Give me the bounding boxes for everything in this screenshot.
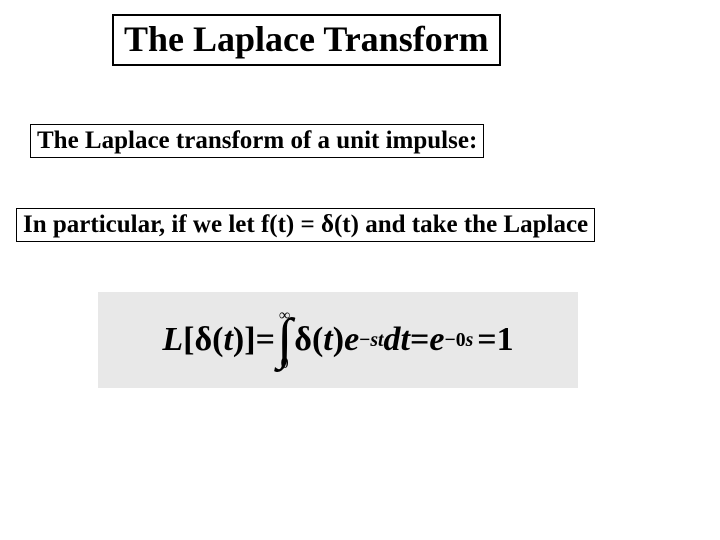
eq-open-p1: ( <box>212 321 223 359</box>
eq-exp2-minus: − <box>444 329 455 351</box>
equation: L[δ(t)]= ∞ ∫ 0 δ(t)e−stdt=e−0s=1 <box>162 308 513 371</box>
int-symbol: ∫ <box>277 320 292 359</box>
subtitle-text: The Laplace transform of a unit impulse: <box>37 127 477 154</box>
page-title: The Laplace Transform <box>112 14 501 66</box>
eq-delta2: δ <box>294 321 312 359</box>
eq-delta1: δ <box>194 321 212 359</box>
eq-exp2-zero: 0 <box>456 329 466 351</box>
eq-exp1-minus: − <box>359 329 370 351</box>
eq-L: L <box>162 321 183 359</box>
integral: ∞ ∫ 0 <box>277 308 292 371</box>
eq-eq2: = <box>410 321 429 359</box>
body-prefix: In particular, if we let f(t) = <box>23 211 321 238</box>
eq-exp1-st: st <box>370 329 383 351</box>
eq-open-p2: ( <box>312 321 323 359</box>
eq-close-p2: ) <box>333 321 344 359</box>
body-suffix: (t) and take the Laplace <box>334 211 588 238</box>
body-line: In particular, if we let f(t) = δ(t) and… <box>16 208 595 242</box>
eq-exp2-s: s <box>466 329 474 351</box>
eq-close-bracket: ] <box>244 321 255 359</box>
eq-e2: e <box>429 321 444 359</box>
eq-dt: dt <box>384 321 410 359</box>
title-text: The Laplace Transform <box>124 19 489 59</box>
subtitle-box: The Laplace transform of a unit impulse: <box>30 124 484 158</box>
int-lower: 0 <box>281 356 289 372</box>
eq-one: 1 <box>497 321 514 359</box>
eq-t1: t <box>223 321 232 359</box>
body-delta: δ <box>321 211 334 238</box>
eq-e1: e <box>344 321 359 359</box>
eq-close-p1: ) <box>233 321 244 359</box>
eq-t2: t <box>323 321 332 359</box>
equation-panel: L[δ(t)]= ∞ ∫ 0 δ(t)e−stdt=e−0s=1 <box>98 292 578 388</box>
eq-eq3: = <box>477 321 496 359</box>
eq-open-bracket: [ <box>183 321 194 359</box>
eq-eq1: = <box>256 321 275 359</box>
